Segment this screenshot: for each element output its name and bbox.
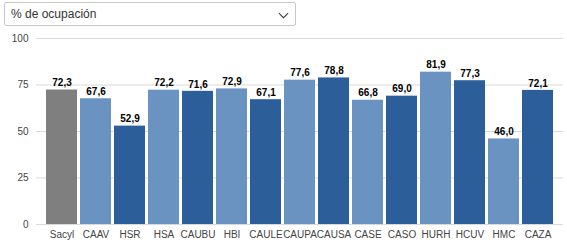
svg-text:100: 100 — [12, 33, 29, 44]
svg-text:77,3: 77,3 — [460, 68, 480, 79]
svg-text:66,8: 66,8 — [358, 87, 378, 98]
svg-text:HCUV: HCUV — [456, 229, 485, 240]
svg-text:CASO: CASO — [388, 229, 417, 240]
svg-text:HBI: HBI — [224, 229, 241, 240]
svg-text:77,6: 77,6 — [290, 67, 310, 78]
svg-text:CAUPA: CAUPA — [283, 229, 317, 240]
svg-text:Sacyl: Sacyl — [50, 229, 74, 240]
svg-text:0: 0 — [23, 219, 29, 230]
svg-text:CAAV: CAAV — [83, 229, 110, 240]
svg-text:81,9: 81,9 — [426, 59, 446, 70]
svg-text:67,1: 67,1 — [256, 87, 276, 98]
svg-text:CAULE: CAULE — [249, 229, 283, 240]
svg-text:78,8: 78,8 — [324, 65, 344, 76]
svg-text:HSA: HSA — [154, 229, 175, 240]
svg-text:75: 75 — [17, 79, 29, 90]
svg-text:69,0: 69,0 — [392, 83, 412, 94]
svg-text:50: 50 — [17, 126, 29, 137]
svg-text:46,0: 46,0 — [494, 126, 514, 137]
svg-text:CAUSA: CAUSA — [317, 229, 352, 240]
svg-text:CAZA: CAZA — [525, 229, 552, 240]
svg-text:67,6: 67,6 — [86, 86, 106, 97]
html-text:% de ocupación: % de ocupación — [11, 7, 97, 21]
svg-text:72,2: 72,2 — [154, 77, 174, 88]
svg-text:72,1: 72,1 — [528, 78, 548, 89]
svg-text:72,9: 72,9 — [222, 76, 242, 87]
svg-text:CAUBU: CAUBU — [180, 229, 215, 240]
svg-text:72,3: 72,3 — [52, 77, 72, 88]
svg-text:HSR: HSR — [119, 229, 140, 240]
svg-text:52,9: 52,9 — [120, 113, 140, 124]
svg-text:HURH: HURH — [422, 229, 451, 240]
svg-text:25: 25 — [17, 172, 29, 183]
svg-text:HMC: HMC — [493, 229, 516, 240]
svg-text:CASE: CASE — [354, 229, 382, 240]
svg-text:71,6: 71,6 — [188, 79, 208, 90]
